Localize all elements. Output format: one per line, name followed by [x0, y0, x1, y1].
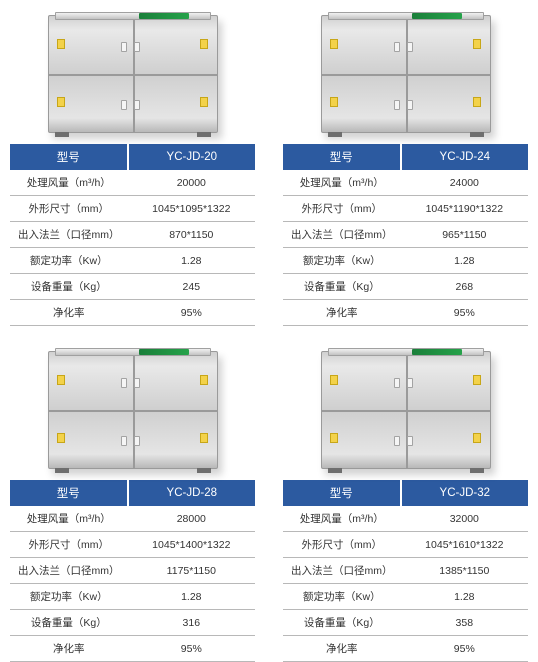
row-label: 处理风量（m³/h） [283, 506, 401, 532]
row-value: 1.28 [401, 584, 528, 610]
row-value: 1.28 [128, 248, 255, 274]
row-value: 870*1150 [128, 222, 255, 248]
row-value: 24000 [401, 170, 528, 196]
product-image [10, 340, 255, 480]
row-label: 处理风量（m³/h） [10, 170, 128, 196]
row-value: 245 [128, 274, 255, 300]
row-value: 358 [401, 610, 528, 636]
purifier-unit-icon [321, 351, 491, 469]
row-value: 965*1150 [401, 222, 528, 248]
row-value: 1.28 [128, 584, 255, 610]
row-value: 1.28 [401, 248, 528, 274]
row-label: 处理风量（m³/h） [10, 506, 128, 532]
product-card: 型号 YC-JD-24 处理风量（m³/h）24000 外形尺寸（mm）1045… [283, 4, 528, 326]
purifier-unit-icon [48, 15, 218, 133]
product-card: 型号 YC-JD-20 处理风量（m³/h）20000 外形尺寸（mm）1045… [10, 4, 255, 326]
header-value: YC-JD-28 [128, 480, 255, 506]
row-value: 1385*1150 [401, 558, 528, 584]
header-label: 型号 [10, 480, 128, 506]
product-image [283, 340, 528, 480]
row-label: 出入法兰（口径mm） [10, 222, 128, 248]
spec-table: 型号 YC-JD-32 处理风量（m³/h）32000 外形尺寸（mm）1045… [283, 480, 528, 662]
row-label: 出入法兰（口径mm） [283, 558, 401, 584]
row-label: 净化率 [283, 636, 401, 662]
product-card: 型号 YC-JD-32 处理风量（m³/h）32000 外形尺寸（mm）1045… [283, 340, 528, 662]
spec-table: 型号 YC-JD-20 处理风量（m³/h）20000 外形尺寸（mm）1045… [10, 144, 255, 326]
row-value: 32000 [401, 506, 528, 532]
header-label: 型号 [283, 480, 401, 506]
row-label: 出入法兰（口径mm） [283, 222, 401, 248]
row-value: 28000 [128, 506, 255, 532]
row-label: 设备重量（Kg） [10, 610, 128, 636]
product-image [10, 4, 255, 144]
row-label: 净化率 [10, 636, 128, 662]
row-value: 316 [128, 610, 255, 636]
product-card: 型号 YC-JD-28 处理风量（m³/h）28000 外形尺寸（mm）1045… [10, 340, 255, 662]
row-value: 95% [401, 300, 528, 326]
product-grid: 型号 YC-JD-20 处理风量（m³/h）20000 外形尺寸（mm）1045… [10, 4, 528, 662]
row-label: 设备重量（Kg） [283, 274, 401, 300]
row-label: 外形尺寸（mm） [283, 532, 401, 558]
purifier-unit-icon [321, 15, 491, 133]
row-label: 额定功率（Kw） [10, 584, 128, 610]
row-label: 设备重量（Kg） [283, 610, 401, 636]
header-label: 型号 [283, 144, 401, 170]
header-label: 型号 [10, 144, 128, 170]
row-value: 95% [128, 636, 255, 662]
row-label: 外形尺寸（mm） [10, 532, 128, 558]
row-value: 1175*1150 [128, 558, 255, 584]
row-label: 净化率 [283, 300, 401, 326]
row-value: 1045*1190*1322 [401, 196, 528, 222]
row-label: 设备重量（Kg） [10, 274, 128, 300]
header-value: YC-JD-32 [401, 480, 528, 506]
row-value: 1045*1610*1322 [401, 532, 528, 558]
header-value: YC-JD-20 [128, 144, 255, 170]
row-label: 外形尺寸（mm） [283, 196, 401, 222]
row-value: 20000 [128, 170, 255, 196]
row-value: 268 [401, 274, 528, 300]
product-image [283, 4, 528, 144]
row-label: 净化率 [10, 300, 128, 326]
purifier-unit-icon [48, 351, 218, 469]
row-value: 1045*1095*1322 [128, 196, 255, 222]
row-label: 额定功率（Kw） [283, 584, 401, 610]
row-label: 处理风量（m³/h） [283, 170, 401, 196]
row-label: 额定功率（Kw） [283, 248, 401, 274]
spec-table: 型号 YC-JD-24 处理风量（m³/h）24000 外形尺寸（mm）1045… [283, 144, 528, 326]
row-value: 1045*1400*1322 [128, 532, 255, 558]
header-value: YC-JD-24 [401, 144, 528, 170]
spec-table: 型号 YC-JD-28 处理风量（m³/h）28000 外形尺寸（mm）1045… [10, 480, 255, 662]
row-label: 出入法兰（口径mm） [10, 558, 128, 584]
row-value: 95% [128, 300, 255, 326]
row-label: 额定功率（Kw） [10, 248, 128, 274]
row-label: 外形尺寸（mm） [10, 196, 128, 222]
row-value: 95% [401, 636, 528, 662]
